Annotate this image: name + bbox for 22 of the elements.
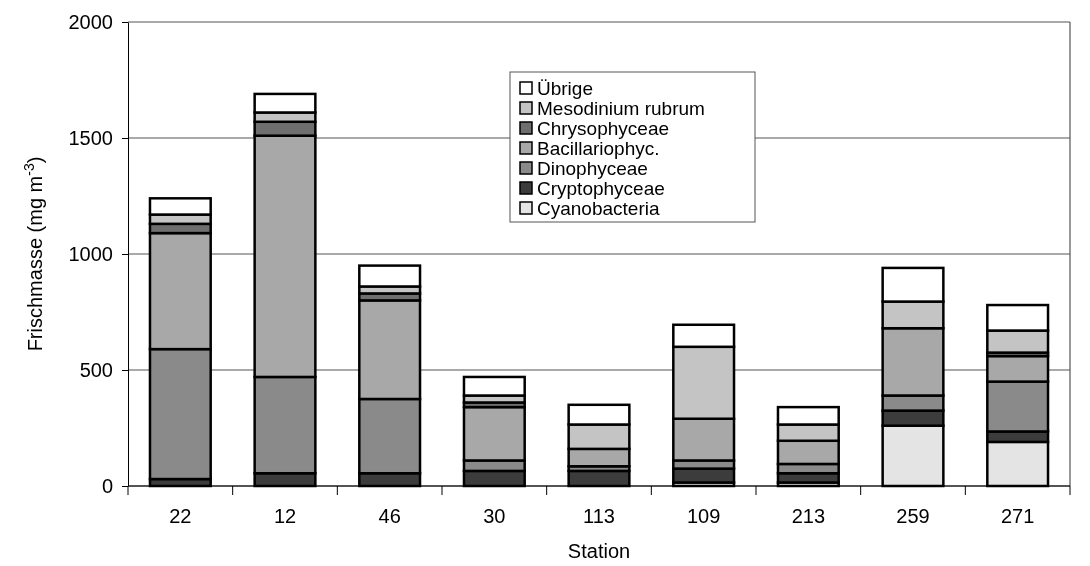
x-tick-label: 259 <box>896 505 930 527</box>
y-tick-label: 500 <box>79 358 113 381</box>
legend-label: Cyanobacteria <box>537 198 660 219</box>
x-tick-label: 213 <box>791 505 826 527</box>
legend-label: Mesodinium rubrum <box>537 98 705 119</box>
y-tick-label: 2000 <box>68 10 113 33</box>
x-axis-title: Station <box>567 540 631 562</box>
legend-label: Chrysophyceae <box>537 118 670 139</box>
legend-label: Cryptophyceae <box>537 178 665 199</box>
y-tick-label: 0 <box>101 474 113 497</box>
legend-label: Dinophyceae <box>537 158 648 179</box>
x-tick-label: 46 <box>378 505 401 527</box>
legend-label: Übrige <box>537 78 593 99</box>
y-tick-label: 1500 <box>68 126 113 149</box>
x-tick-label: 22 <box>169 505 192 527</box>
x-tick-label: 109 <box>686 505 721 527</box>
x-tick-label: 271 <box>1000 505 1035 527</box>
x-tick-label: 30 <box>483 505 506 527</box>
legend-label: Bacillariophyc. <box>537 138 660 159</box>
x-tick-label: 113 <box>583 505 615 527</box>
y-tick-label: 1000 <box>68 242 113 265</box>
x-tick-label: 12 <box>273 505 297 527</box>
